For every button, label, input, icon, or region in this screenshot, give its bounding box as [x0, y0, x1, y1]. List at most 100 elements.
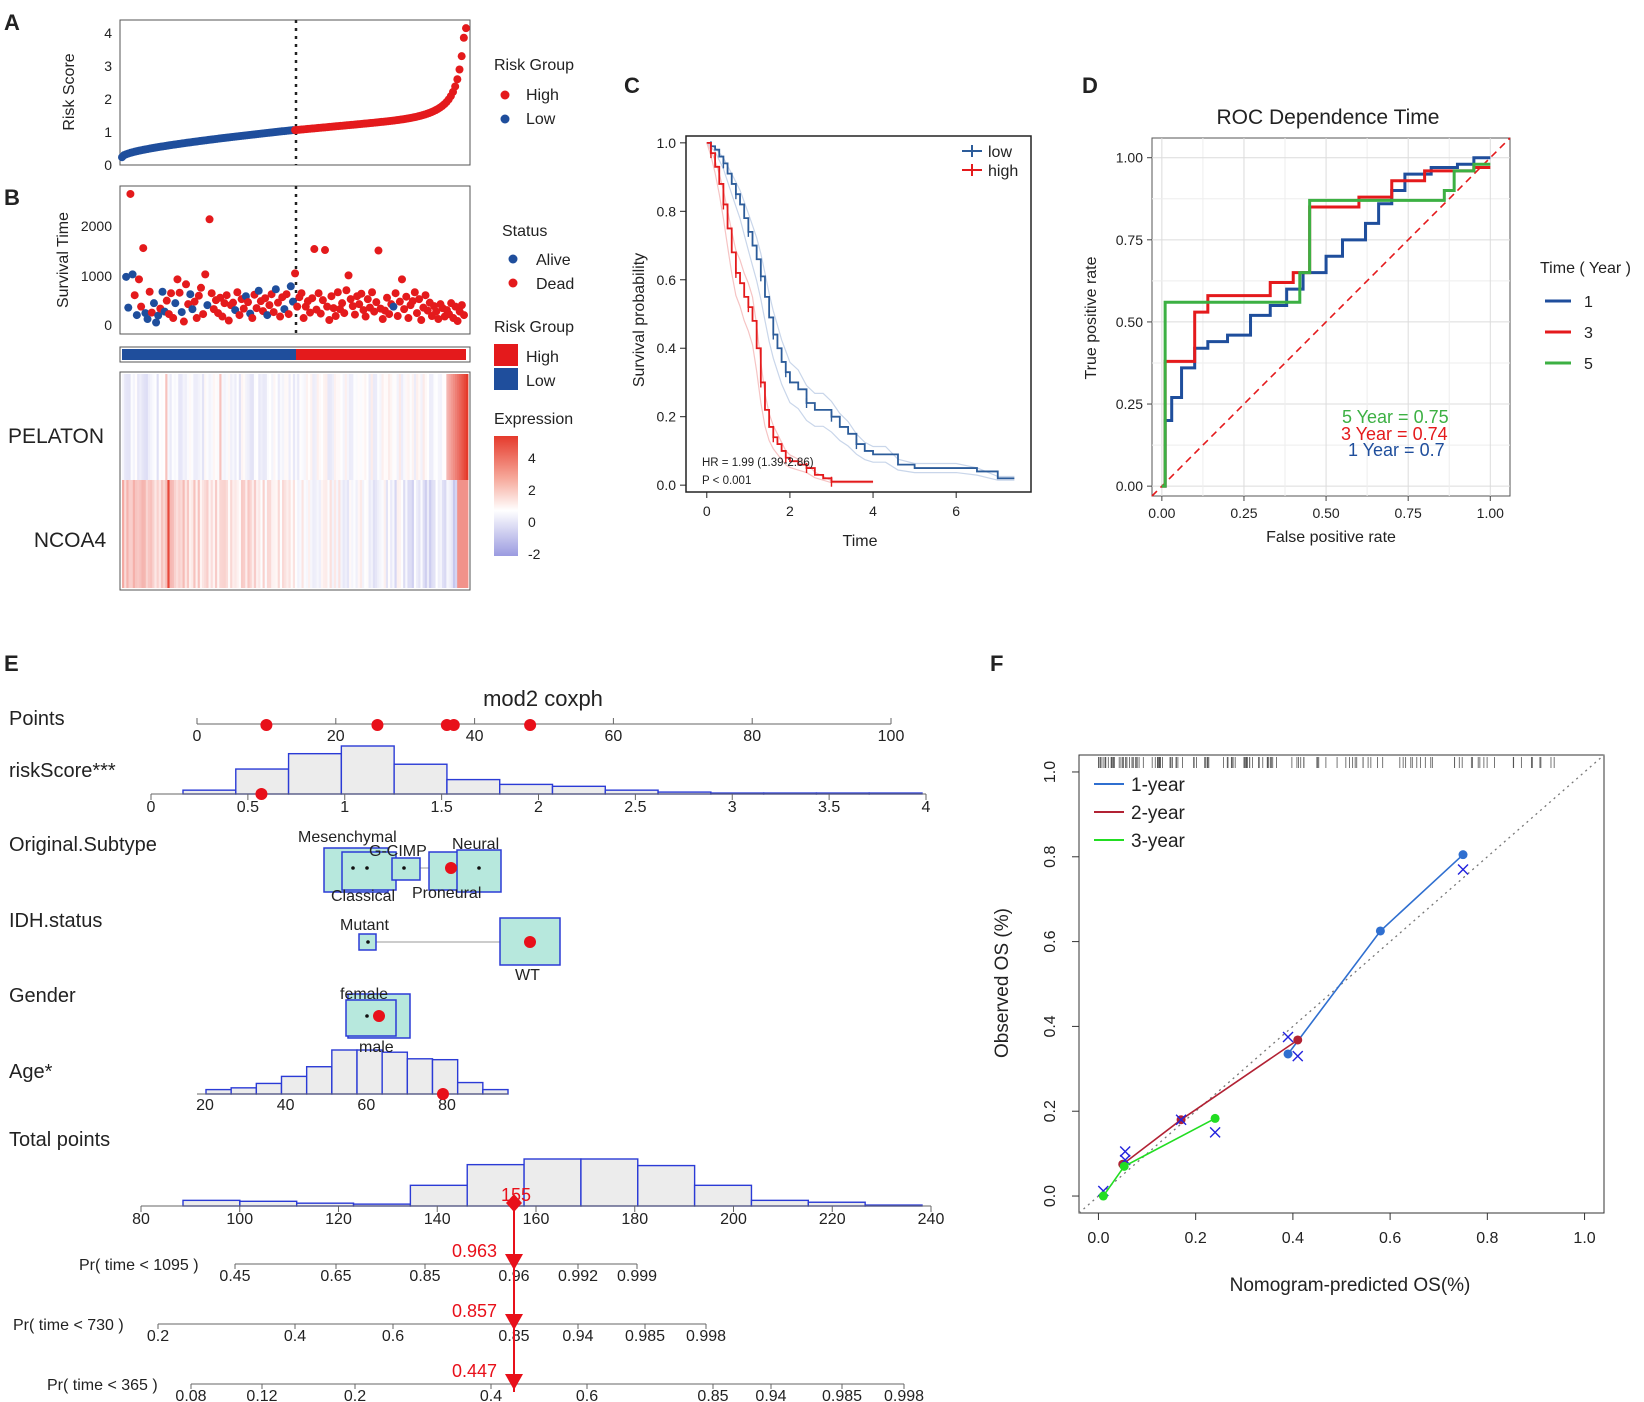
- heatmap-cell-ncoa4: [143, 480, 147, 588]
- subtype-box-classical: [341, 851, 397, 891]
- panel-c-ytick: 0.6: [657, 272, 677, 288]
- survival-point-alive: [128, 270, 137, 279]
- heatmap-cell-ncoa4: [403, 480, 406, 588]
- age-hist-bar: [305, 1066, 333, 1095]
- heatmap-cell-ncoa4: [323, 480, 326, 588]
- total-hist-bar: [750, 1199, 810, 1207]
- heatmap-cell-ncoa4: [167, 480, 170, 588]
- heatmap-cell-pelaton: [303, 374, 307, 480]
- survival-point-alive: [263, 311, 272, 320]
- survival-point-dead: [139, 244, 148, 253]
- survival-point-dead: [338, 299, 347, 308]
- panel-f-xtick: 0.4: [1282, 1230, 1304, 1247]
- survival-point-dead: [233, 288, 242, 297]
- heatmap-cell-ncoa4: [439, 480, 443, 588]
- total-tick-label: 120: [325, 1211, 352, 1228]
- survival-point-dead: [421, 291, 430, 300]
- heatmap-cell-ncoa4: [234, 480, 238, 588]
- heatmap-cell-ncoa4: [400, 480, 404, 588]
- heatmap-cell-pelaton: [316, 374, 320, 480]
- points-tick-label: 0: [193, 728, 202, 745]
- panel-c-ytick: 0.8: [657, 203, 677, 219]
- survival-point-dead: [297, 289, 306, 298]
- heatmap-cell-ncoa4: [284, 480, 287, 588]
- panel-b-ytick: 1000: [81, 268, 112, 284]
- heatmap-cell-pelaton: [465, 374, 469, 480]
- panel-c-axes: 0 2 4 6 0.0 0.2 0.4 0.6 0.8 1.0: [657, 135, 961, 519]
- heatmap-cell-ncoa4: [182, 480, 186, 588]
- calibration-cross: [1209, 1126, 1221, 1138]
- survival-point-dead: [432, 307, 441, 316]
- heatmap-cell-ncoa4: [156, 480, 160, 588]
- survival-point-dead: [169, 314, 178, 323]
- survival-point-dead: [391, 289, 400, 298]
- heatmap-cell-pelaton: [448, 374, 452, 480]
- panel-c-xlabel: Time: [843, 533, 878, 550]
- heatmap-cell-ncoa4: [387, 480, 391, 588]
- heatmap-cell-ncoa4: [178, 480, 181, 588]
- age-hist-bar: [280, 1075, 308, 1095]
- prob-tick-label: 0.94: [562, 1328, 593, 1345]
- heatmap-cell-ncoa4: [379, 480, 382, 588]
- survival-point-dead: [205, 215, 214, 224]
- heatmap-cell-pelaton: [346, 374, 350, 480]
- heatmap-cell-pelaton: [167, 374, 170, 480]
- heatmap-cell-ncoa4: [336, 480, 339, 588]
- heatmap-cell-ncoa4: [139, 480, 142, 588]
- subtype-label-proneural: Proneural: [412, 885, 481, 902]
- heatmap-cell-ncoa4: [288, 480, 292, 588]
- panel-f-ytick: 0.6: [1042, 930, 1059, 952]
- heatmap-cell-pelaton: [387, 374, 391, 480]
- heatmap-cell-ncoa4: [344, 480, 348, 588]
- heatmap-cell-ncoa4: [173, 480, 177, 588]
- total-hist-bar: [637, 1164, 696, 1207]
- heatmap-cell-ncoa4: [223, 480, 227, 588]
- age-hist-bar: [456, 1081, 484, 1095]
- survival-point-dead: [325, 316, 334, 325]
- age-hist-bar: [482, 1088, 509, 1095]
- heatmap-cell-ncoa4: [450, 480, 454, 588]
- survival-point-dead: [276, 312, 285, 321]
- heatmap-cell-pelaton: [230, 374, 233, 480]
- heatmap-cell-ncoa4: [297, 480, 300, 588]
- heatmap-cell-ncoa4: [461, 480, 465, 588]
- prob-tick-label: 0.12: [246, 1388, 277, 1402]
- prob-tick-label: 0.6: [576, 1388, 598, 1402]
- prob-tick-label: 0.985: [625, 1328, 665, 1345]
- survival-point-alive: [143, 315, 152, 324]
- panel-d-xtick: 0.75: [1395, 505, 1422, 521]
- panel-c-ylabel: Survival probability: [631, 253, 648, 387]
- heatmap-cell-ncoa4: [154, 480, 157, 588]
- heatmap-cell-ncoa4: [366, 480, 369, 588]
- heatmap-cell-pelaton: [307, 374, 311, 480]
- heatmap-cell-pelaton: [269, 374, 272, 480]
- heatmap: [122, 374, 469, 588]
- survival-point-dead: [196, 283, 205, 292]
- survival-point-dead: [434, 315, 443, 324]
- heatmap-cell-pelaton: [314, 374, 318, 480]
- age-tick-label: 60: [357, 1097, 375, 1114]
- gene-label-ncoa4: NCOA4: [34, 529, 107, 552]
- status-legend-alive: Alive: [536, 252, 571, 269]
- heatmap-cell-pelaton: [256, 374, 259, 480]
- heatmap-cell-ncoa4: [260, 480, 263, 588]
- heatmap-cell-pelaton: [271, 374, 274, 480]
- heatmap-cell-pelaton: [301, 374, 305, 480]
- heatmap-cell-ncoa4: [189, 480, 192, 588]
- heatmap-cell-ncoa4: [459, 480, 462, 588]
- subtype-label-neural: Neural: [452, 836, 499, 853]
- survival-point-alive: [389, 302, 398, 311]
- survival-point-dead: [327, 292, 336, 301]
- panel-a-legend-title: Risk Group: [494, 57, 574, 74]
- panel-c-xtick: 2: [786, 503, 794, 519]
- survival-point-dead: [134, 275, 143, 284]
- survival-point-dead: [321, 246, 330, 255]
- panel-f-xtick: 0.6: [1379, 1230, 1401, 1247]
- risk-legend-high: High: [526, 349, 559, 366]
- heatmap-cell-ncoa4: [165, 480, 168, 588]
- heatmap-cell-pelaton: [368, 374, 372, 480]
- heatmap-cell-ncoa4: [359, 480, 363, 588]
- panel-label-e: E: [4, 651, 19, 676]
